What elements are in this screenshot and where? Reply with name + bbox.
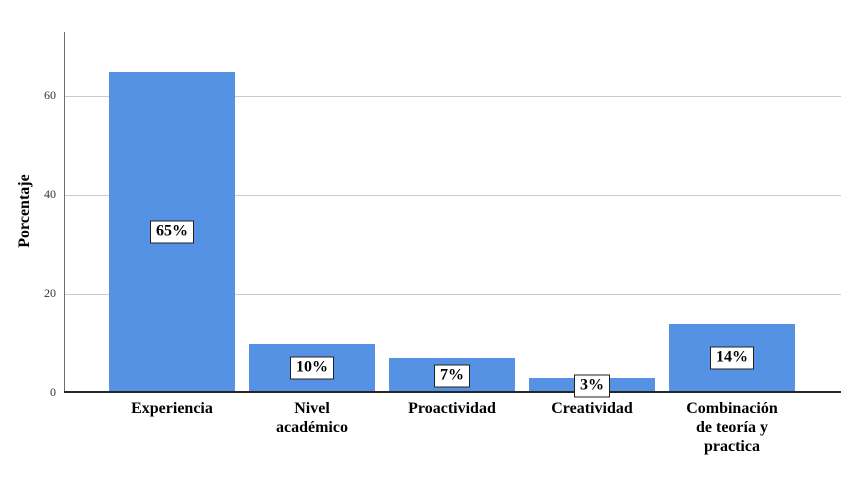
- y-tick-label: 0: [50, 385, 56, 399]
- bar-value-label: 3%: [574, 374, 610, 398]
- x-category-label: Experiencia: [131, 400, 213, 417]
- x-category-label: Combinación de teoría y practica: [686, 400, 778, 455]
- y-axis-line: [64, 32, 65, 393]
- x-axis-line: [64, 391, 841, 393]
- x-category-label: Proactividad: [408, 400, 496, 417]
- bar-value-label: 14%: [710, 346, 754, 370]
- gridline: [64, 195, 841, 196]
- x-category-label: Creatividad: [551, 400, 633, 417]
- y-tick-label: 60: [44, 88, 56, 102]
- y-tick-label: 20: [44, 286, 56, 300]
- bar-value-label: 10%: [290, 356, 334, 380]
- bar-value-label: 65%: [150, 220, 194, 244]
- gridline: [64, 294, 841, 295]
- y-axis-title: Porcentaje: [16, 174, 33, 248]
- y-tick-label: 40: [44, 187, 56, 201]
- bar-value-label: 7%: [434, 364, 470, 388]
- gridline: [64, 96, 841, 97]
- x-category-label: Nivel académico: [276, 400, 348, 436]
